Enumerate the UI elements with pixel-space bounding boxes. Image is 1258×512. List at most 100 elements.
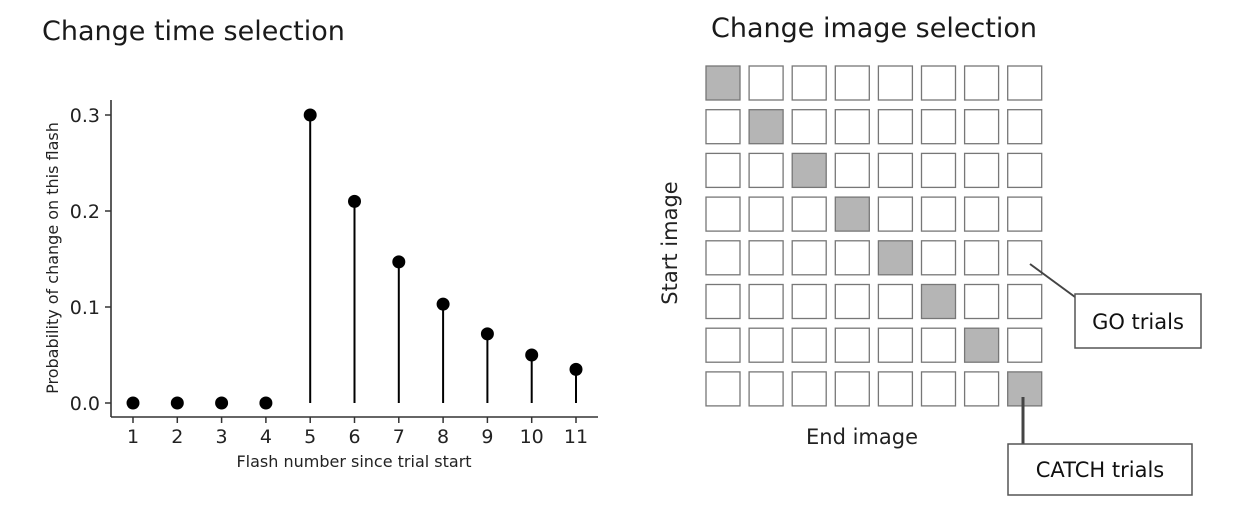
grid-cell bbox=[791, 371, 827, 407]
go-callout-pointer bbox=[1029, 263, 1076, 298]
grid-cell bbox=[1007, 327, 1043, 363]
left-chart-title: Change time selection bbox=[42, 16, 345, 47]
grid-cell bbox=[748, 371, 784, 407]
x-tick-label: 2 bbox=[171, 426, 183, 448]
grid-cell-diagonal bbox=[705, 65, 741, 101]
x-tick-label: 1 bbox=[127, 426, 139, 448]
y-tick-label: 0.0 bbox=[70, 393, 100, 415]
grid-cell bbox=[1007, 109, 1043, 145]
grid-cell bbox=[791, 109, 827, 145]
grid-cell bbox=[705, 240, 741, 276]
x-ticks: 1 2 3 4 5 6 7 8 9 10 11 bbox=[127, 417, 588, 448]
x-tick-label: 4 bbox=[260, 426, 272, 448]
grid-cell bbox=[705, 109, 741, 145]
grid-cell bbox=[705, 152, 741, 189]
grid-cell bbox=[834, 65, 870, 101]
grid-cell bbox=[963, 196, 1000, 232]
grid-cell bbox=[748, 152, 784, 189]
grid-cell bbox=[963, 371, 1000, 407]
stem-marker bbox=[436, 297, 450, 311]
grid-x-label: End image bbox=[806, 425, 918, 449]
grid-cell bbox=[963, 65, 1000, 101]
x-tick-label: 8 bbox=[437, 426, 449, 448]
grid-cell bbox=[791, 65, 827, 101]
stem-marker bbox=[170, 396, 184, 410]
grid-cell bbox=[920, 65, 957, 101]
grid-cell bbox=[705, 327, 741, 363]
grid-cell bbox=[834, 327, 870, 363]
x-tick-label: 7 bbox=[393, 426, 405, 448]
grid-cell bbox=[877, 65, 914, 101]
grid-cell bbox=[834, 152, 870, 189]
catch-callout-label: CATCH trials bbox=[1036, 458, 1164, 482]
x-tick-label: 5 bbox=[304, 426, 316, 448]
grid-cell-diagonal bbox=[1007, 371, 1043, 407]
x-axis-label: Flash number since trial start bbox=[236, 452, 471, 471]
stem-marker bbox=[303, 108, 317, 122]
stem-marker bbox=[480, 327, 494, 341]
grid-cell bbox=[1007, 283, 1043, 320]
grid-cell bbox=[791, 196, 827, 232]
grid-cell-diagonal bbox=[748, 109, 784, 145]
grid-cell bbox=[877, 283, 914, 320]
stem-marker bbox=[392, 255, 406, 269]
stems bbox=[126, 108, 583, 410]
grid-cell bbox=[791, 327, 827, 363]
grid-cell bbox=[920, 152, 957, 189]
stem-chart: 0.0 0.1 0.2 0.3 1 2 3 4 5 6 7 8 9 10 11 Flash number … bbox=[43, 100, 598, 471]
y-tick-label: 0.1 bbox=[70, 297, 100, 319]
catch-callout-box bbox=[1007, 443, 1193, 496]
grid-cell bbox=[791, 240, 827, 276]
grid-cell bbox=[920, 371, 957, 407]
grid-cell bbox=[705, 283, 741, 320]
catch-trials-callout: CATCH trials bbox=[1007, 397, 1193, 496]
x-tick-label: 6 bbox=[348, 426, 360, 448]
grid-cell bbox=[834, 283, 870, 320]
grid-cell bbox=[834, 109, 870, 145]
grid-cell bbox=[963, 152, 1000, 189]
y-tick-label: 0.3 bbox=[70, 105, 100, 127]
right-chart-title: Change image selection bbox=[711, 13, 1037, 44]
go-trials-callout: GO trials bbox=[1029, 263, 1202, 349]
grid-cell bbox=[963, 240, 1000, 276]
grid-cell-diagonal bbox=[920, 283, 957, 320]
y-tick-label: 0.2 bbox=[70, 201, 100, 223]
grid-cell bbox=[877, 196, 914, 232]
grid-cell bbox=[920, 196, 957, 232]
grid-cell bbox=[748, 327, 784, 363]
grid-cell bbox=[791, 283, 827, 320]
x-tick-label: 9 bbox=[481, 426, 493, 448]
grid-cell-diagonal bbox=[834, 196, 870, 232]
x-tick-label: 11 bbox=[564, 426, 588, 448]
stem-marker bbox=[525, 348, 539, 362]
x-tick-label: 10 bbox=[520, 426, 544, 448]
x-tick-label: 3 bbox=[216, 426, 228, 448]
stem-marker bbox=[348, 194, 361, 208]
grid-y-label: Start image bbox=[658, 181, 682, 304]
grid-cell bbox=[1007, 65, 1043, 101]
grid-cell bbox=[877, 109, 914, 145]
grid-cell bbox=[920, 240, 957, 276]
grid-cell bbox=[1007, 196, 1043, 232]
grid-cell bbox=[705, 371, 741, 407]
stem-marker bbox=[569, 362, 583, 376]
grid-cell bbox=[705, 196, 741, 232]
grid-cell bbox=[748, 65, 784, 101]
stem-marker bbox=[259, 396, 273, 410]
grid-cells bbox=[705, 65, 1043, 407]
grid-cell bbox=[877, 327, 914, 363]
grid-cell bbox=[1007, 152, 1043, 189]
grid-cell bbox=[748, 196, 784, 232]
y-ticks: 0.0 0.1 0.2 0.3 bbox=[70, 105, 111, 415]
go-callout-label: GO trials bbox=[1092, 310, 1184, 334]
go-callout-box bbox=[1074, 293, 1202, 349]
grid-cell bbox=[834, 371, 870, 407]
grid-cell bbox=[920, 327, 957, 363]
grid-cell bbox=[963, 283, 1000, 320]
stem-marker bbox=[126, 396, 140, 410]
grid-cell bbox=[748, 240, 784, 276]
y-axis-label: Probability of change on this flash bbox=[43, 122, 62, 394]
grid-cell bbox=[963, 109, 1000, 145]
grid-cell bbox=[877, 152, 914, 189]
